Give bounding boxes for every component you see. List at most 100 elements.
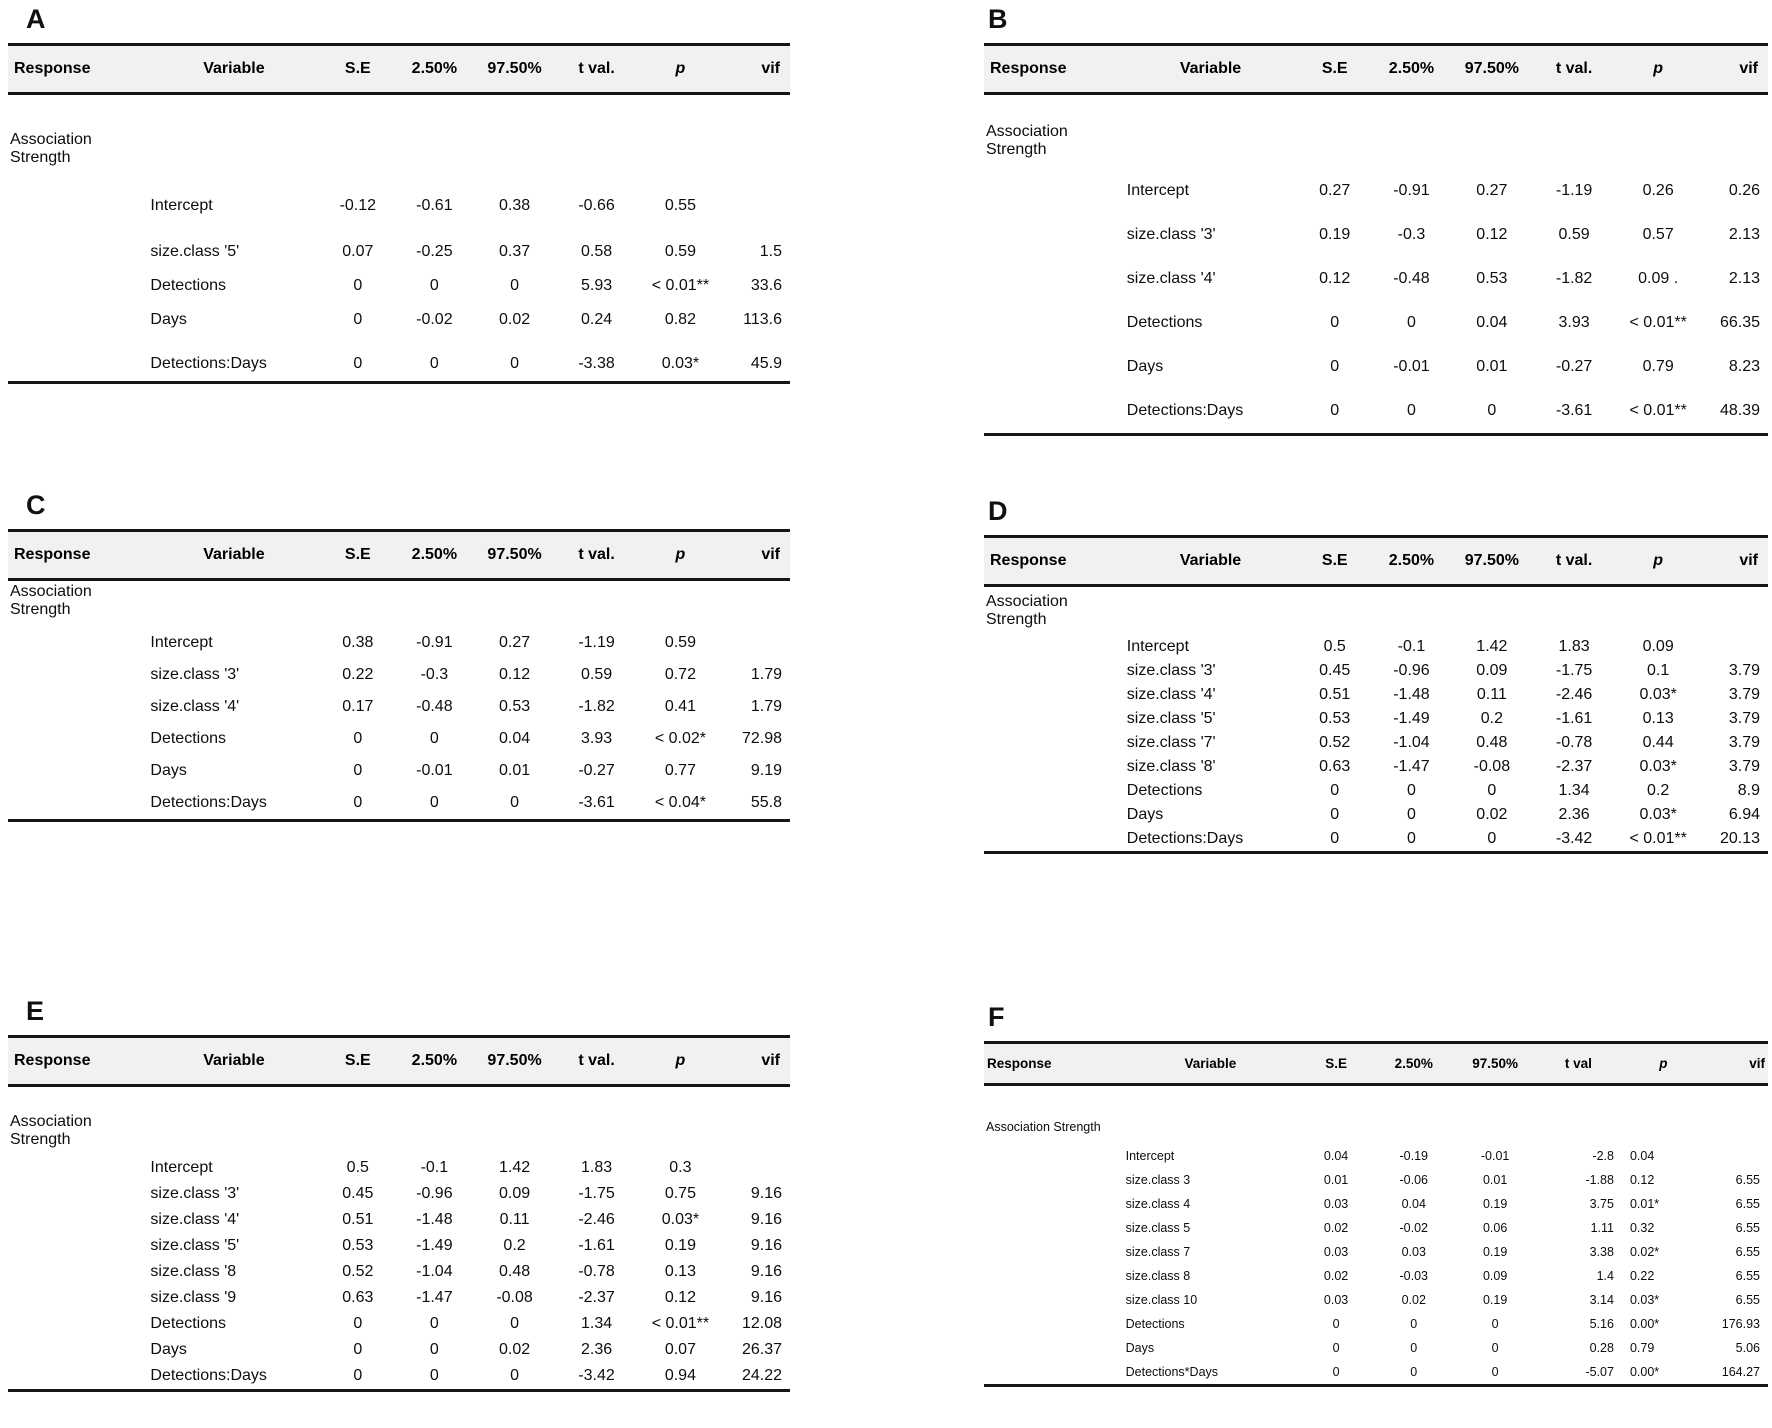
value-cell: 12.08 bbox=[741, 1315, 782, 1332]
value-cell: 0.77 bbox=[664, 762, 696, 779]
value-cell: 0.53 bbox=[1476, 270, 1508, 287]
column-header-response: Response bbox=[8, 1036, 148, 1087]
column-header-s-e: S.E bbox=[320, 1036, 396, 1087]
value-cell: 0 bbox=[1330, 402, 1340, 419]
value-cell: -1.82 bbox=[578, 698, 615, 715]
table-row: Detections 0 0 0.04 3.93 < 0.02* 72.98 bbox=[8, 723, 790, 755]
value-cell: 3.93 bbox=[1558, 314, 1590, 331]
value-cell: -0.27 bbox=[578, 762, 615, 779]
value-cell bbox=[723, 627, 790, 659]
empty-cell bbox=[8, 1233, 147, 1259]
regression-table-b: Response Variable S.E 2.50% 97.50% t val. p vif… bbox=[984, 43, 1768, 436]
value-cell: -0.91 bbox=[416, 634, 453, 651]
column-header-t-val: t val. bbox=[555, 1036, 638, 1087]
variable-name: size.class '4' bbox=[1126, 686, 1216, 703]
empty-cell bbox=[8, 1155, 147, 1181]
column-header-p: p bbox=[1615, 536, 1702, 587]
table-row: size.class '8 0.52 -1.04 0.48 -0.78 0.13 9.16 bbox=[8, 1259, 790, 1285]
panel-b: B Response Variable S.E 2.50% 97.50% t val. p v… bbox=[984, 4, 1768, 436]
table-row: size.class '4' 0.51 -1.48 0.11 -2.46 0.03* 9.1… bbox=[8, 1207, 790, 1233]
column-header-p: p bbox=[637, 44, 724, 95]
table-row: Detections:Days 0 0 0 -3.42 < 0.01** 20.13 bbox=[984, 827, 1768, 853]
header-row: Response Variable S.E 2.50% 97.50% t val. p vif bbox=[8, 1036, 790, 1087]
column-header-s-e: S.E bbox=[1297, 536, 1373, 587]
value-cell: -1.47 bbox=[1393, 758, 1430, 775]
header-row: Response Variable S.E 2.50% 97.50% t val. p vif bbox=[984, 536, 1768, 587]
value-cell: 3.79 bbox=[1728, 734, 1760, 751]
variable-name: Intercept bbox=[150, 634, 213, 651]
value-cell: 8.9 bbox=[1737, 782, 1760, 799]
variable-name: size.class '5' bbox=[150, 1237, 240, 1254]
value-cell: 6.94 bbox=[1728, 806, 1760, 823]
table-row: Intercept 0.27 -0.91 0.27 -1.19 0.26 0.26 bbox=[984, 169, 1768, 213]
table-row: size.class '5' 0.53 -1.49 0.2 -1.61 0.13 3.79 bbox=[984, 707, 1768, 731]
value-cell: 0 bbox=[429, 794, 439, 811]
empty-cell bbox=[638, 94, 724, 190]
table-row: Days 0 -0.01 0.01 -0.27 0.79 8.23 bbox=[984, 345, 1768, 389]
value-cell: 1.34 bbox=[1558, 782, 1590, 799]
value-cell: -1.49 bbox=[1393, 710, 1430, 727]
value-cell: -0.01 bbox=[416, 762, 453, 779]
value-cell: -2.46 bbox=[578, 1211, 615, 1228]
header-row: Response Variable S.E 2.50% 97.50% t val. p vif bbox=[8, 530, 790, 581]
value-cell: 0.03 bbox=[1323, 1197, 1349, 1211]
column-header-variable: Variable bbox=[1123, 44, 1298, 95]
variable-name: size.class '4' bbox=[150, 698, 240, 715]
column-header-variable: Variable bbox=[1122, 1042, 1299, 1086]
value-cell: 0.03 bbox=[1323, 1245, 1349, 1259]
variable-name: Days bbox=[150, 311, 187, 328]
empty-cell bbox=[1701, 586, 1768, 636]
value-cell: 0.07 bbox=[664, 1341, 696, 1358]
column-header-response: Response bbox=[984, 1042, 1123, 1086]
variable-name: Intercept bbox=[150, 197, 213, 214]
table-row: size.class 3 0.01 -0.06 0.01 -1.88 0.12 6.55 bbox=[984, 1168, 1768, 1192]
empty-cell bbox=[984, 1288, 1123, 1312]
value-cell: 0 bbox=[429, 730, 439, 747]
column-header-2-50: 2.50% bbox=[1372, 44, 1451, 95]
table-row: Days 0 0 0.02 2.36 0.03* 6.94 bbox=[984, 803, 1768, 827]
value-cell: 0.02 bbox=[1323, 1269, 1349, 1283]
column-header-vif: vif bbox=[1706, 1042, 1768, 1086]
value-cell: 0.53 bbox=[498, 698, 531, 715]
value-cell: 0.12 bbox=[1319, 270, 1351, 287]
value-cell: 0.19 bbox=[1482, 1293, 1508, 1307]
column-header-p: p bbox=[637, 530, 724, 581]
value-cell: 176.93 bbox=[1721, 1317, 1760, 1331]
empty-cell bbox=[8, 337, 147, 383]
empty-cell bbox=[723, 580, 790, 628]
value-cell: -0.19 bbox=[1399, 1149, 1429, 1163]
empty-cell bbox=[474, 580, 556, 628]
value-cell: 1.11 bbox=[1590, 1221, 1614, 1235]
column-header-response: Response bbox=[984, 536, 1124, 587]
value-cell: 6.55 bbox=[1735, 1293, 1760, 1307]
panel-f-label: F bbox=[988, 1002, 1005, 1032]
value-cell: 0 bbox=[1407, 314, 1416, 331]
value-cell: 0.19 bbox=[664, 1237, 696, 1254]
table-row: Detections:Days 0 0 0 -3.42 0.94 24.22 bbox=[8, 1363, 790, 1391]
empty-cell bbox=[1533, 586, 1615, 636]
empty-cell bbox=[147, 1086, 320, 1156]
value-cell: 0.48 bbox=[498, 1263, 531, 1280]
empty-cell bbox=[984, 779, 1124, 803]
value-cell: 0.12 bbox=[1476, 226, 1508, 243]
regression-table-c: Response Variable S.E 2.50% 97.50% t val. p vif… bbox=[8, 529, 790, 822]
value-cell bbox=[723, 1155, 790, 1181]
value-cell: 0 bbox=[1410, 1341, 1418, 1355]
value-cell: 0 bbox=[353, 794, 363, 811]
panel-d-label: D bbox=[988, 496, 1008, 526]
variable-name: Days bbox=[1126, 806, 1164, 823]
variable-name: Days bbox=[1125, 1341, 1155, 1355]
value-cell: -0.48 bbox=[1393, 270, 1430, 287]
variable-name: Days bbox=[1126, 358, 1164, 375]
value-cell: 0 bbox=[1410, 1317, 1418, 1331]
value-cell: 3.79 bbox=[1728, 662, 1760, 679]
column-header-response: Response bbox=[984, 44, 1124, 95]
value-cell: 0.00* bbox=[1629, 1365, 1660, 1379]
empty-cell bbox=[984, 301, 1124, 345]
empty-cell bbox=[1297, 94, 1372, 170]
empty-cell bbox=[984, 1192, 1123, 1216]
value-cell: 0.17 bbox=[342, 698, 374, 715]
empty-cell bbox=[1297, 586, 1372, 636]
value-cell: 0 bbox=[353, 1367, 363, 1384]
value-cell: 48.39 bbox=[1719, 402, 1760, 419]
